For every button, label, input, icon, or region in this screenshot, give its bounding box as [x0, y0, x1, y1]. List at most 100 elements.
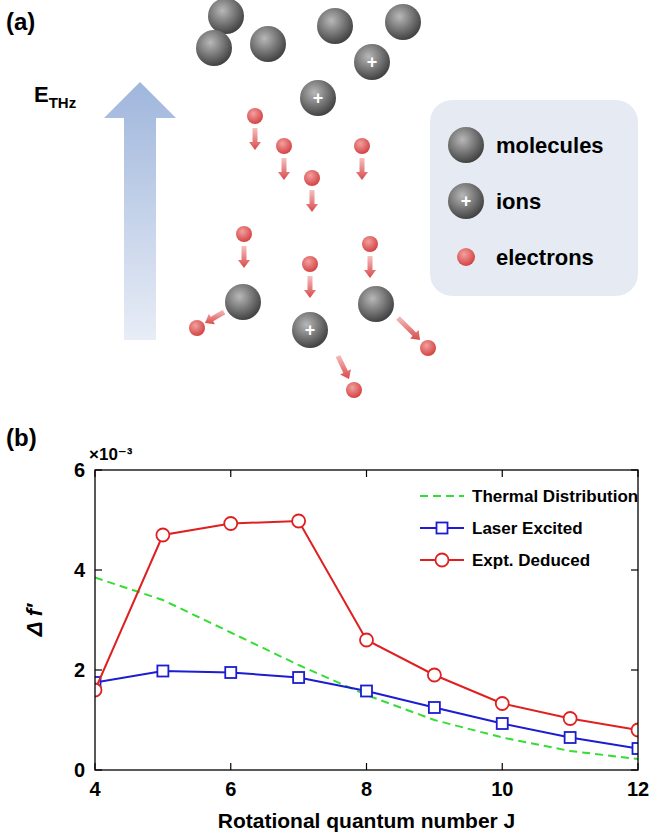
- plot-area: [95, 515, 638, 760]
- x-tick-label: 6: [225, 778, 236, 800]
- electron-arrow: [205, 310, 225, 324]
- marker: [565, 732, 576, 743]
- x-tick: [230, 470, 231, 477]
- key-label: electrons: [496, 245, 594, 270]
- electron: [420, 340, 436, 356]
- legend-marker: [437, 523, 448, 534]
- electron: [247, 108, 263, 124]
- y-tick-label: 0: [74, 759, 85, 781]
- x-tick: [366, 470, 367, 477]
- y-multiplier: ×10⁻³: [89, 445, 133, 464]
- field-label-sub: THz: [49, 94, 77, 111]
- electron-arrow: [306, 190, 318, 212]
- electron: [354, 138, 370, 154]
- electron-arrow: [238, 246, 250, 268]
- electron-arrow: [356, 158, 368, 180]
- marker: [429, 702, 440, 713]
- legend-label: Laser Excited: [472, 519, 583, 538]
- ion-sign: +: [313, 88, 324, 108]
- marker: [497, 718, 508, 729]
- electron-arrow: [396, 316, 420, 340]
- series-line: [95, 671, 638, 749]
- marker: [224, 517, 237, 530]
- electron: [346, 382, 362, 398]
- legend: Thermal Distribution Laser Excited Expt. D…: [420, 487, 638, 570]
- marker: [428, 669, 441, 682]
- molecule: [317, 8, 353, 44]
- marker: [361, 686, 372, 697]
- legend-line: [420, 495, 464, 497]
- x-tick: [230, 763, 231, 770]
- molecule: [196, 30, 232, 66]
- legend-label: Expt. Deduced: [472, 551, 590, 570]
- ion: [448, 183, 484, 219]
- panel-label: (b): [6, 424, 37, 451]
- panel-label: (a): [6, 8, 35, 35]
- y-axis-title: Δ f′: [22, 602, 47, 637]
- figure: (a) ETHz + + + molecules + ions electrons (b) 4 6 8 1…: [0, 0, 652, 835]
- x-tick: [366, 763, 367, 770]
- ion: [354, 44, 390, 80]
- molecule: [385, 4, 421, 40]
- panel-b: (b)46810120246×10⁻³Rotational quantum nu…: [6, 424, 649, 832]
- marker: [632, 724, 639, 737]
- marker: [360, 634, 373, 647]
- marker: [293, 672, 304, 683]
- x-tick-label: 12: [627, 778, 649, 800]
- electron-arrow: [364, 256, 376, 278]
- ion-sign: +: [367, 52, 378, 72]
- ion: [292, 312, 328, 348]
- plot-frame: [95, 470, 638, 770]
- field-arrow: [104, 82, 176, 340]
- molecule: [358, 286, 394, 322]
- y-tick: [95, 669, 102, 670]
- electron: [302, 256, 318, 272]
- legend-label: Thermal Distribution: [472, 487, 638, 506]
- electron: [362, 236, 378, 252]
- marker: [225, 667, 236, 678]
- legend-marker: [436, 554, 449, 567]
- electron: [304, 170, 320, 186]
- series-line: [95, 578, 638, 760]
- x-tick-label: 10: [491, 778, 513, 800]
- marker: [292, 515, 305, 528]
- y-tick: [95, 569, 102, 570]
- y-tick-label: 4: [74, 559, 86, 581]
- panel-a: (a) ETHz + + + molecules + ions electrons: [6, 0, 638, 398]
- electron-arrow: [278, 158, 290, 180]
- electron: [189, 320, 205, 336]
- electron: [457, 248, 475, 266]
- ion-sign: +: [461, 191, 472, 211]
- molecule: [208, 0, 244, 34]
- key-box: [430, 100, 638, 296]
- marker: [496, 697, 509, 710]
- y-tick: [631, 569, 638, 570]
- y-tick: [631, 669, 638, 670]
- molecule: [448, 127, 484, 163]
- marker: [95, 684, 102, 697]
- ion-sign: +: [305, 320, 316, 340]
- electron-arrow: [304, 276, 316, 298]
- x-tick-label: 8: [361, 778, 372, 800]
- key-label: ions: [496, 189, 541, 214]
- electron: [276, 138, 292, 154]
- marker: [156, 529, 169, 542]
- molecule: [250, 26, 286, 62]
- x-tick-label: 4: [89, 778, 101, 800]
- electron: [236, 226, 252, 242]
- field-label-main: E: [34, 82, 49, 107]
- field-label: ETHz: [34, 82, 76, 111]
- marker: [564, 712, 577, 725]
- y-tick-label: 2: [74, 659, 85, 681]
- ion: [300, 80, 336, 116]
- x-tick: [502, 470, 503, 477]
- electron-arrow: [249, 128, 261, 150]
- x-tick: [502, 763, 503, 770]
- series-line: [95, 521, 638, 730]
- x-axis-title: Rotational quantum number J: [218, 809, 516, 832]
- marker: [157, 666, 168, 677]
- y-tick-label: 6: [74, 459, 85, 481]
- key-label: molecules: [496, 133, 604, 158]
- molecule: [225, 284, 261, 320]
- electron-arrow: [336, 355, 351, 379]
